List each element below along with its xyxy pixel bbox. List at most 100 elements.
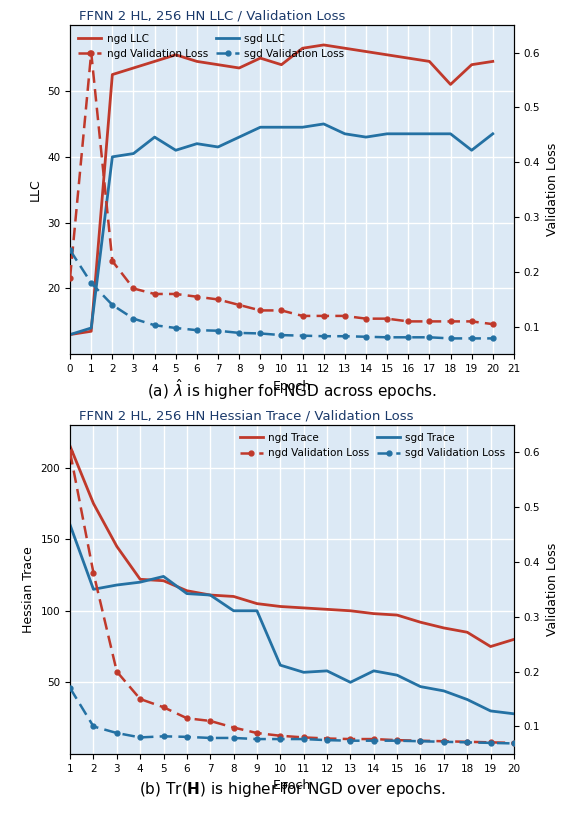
sgd LLC [130, 149, 137, 159]
ngd Validation Loss [230, 722, 237, 732]
sgd Validation Loss [324, 735, 331, 745]
ngd Validation Loss [370, 734, 377, 744]
sgd Trace [464, 695, 471, 705]
sgd Validation Loss [447, 333, 454, 344]
sgd Trace [160, 571, 167, 581]
ngd Trace [370, 609, 377, 619]
ngd Trace [67, 441, 74, 451]
sgd LLC [236, 132, 243, 142]
ngd LLC [468, 60, 475, 70]
ngd LLC [405, 53, 412, 63]
sgd LLC [151, 132, 158, 142]
ngd Trace [324, 604, 331, 614]
ngd LLC [278, 60, 285, 70]
sgd LLC [278, 122, 285, 132]
Text: (a) $\hat{\lambda}$ is higher for NGD across epochs.: (a) $\hat{\lambda}$ is higher for NGD ac… [147, 377, 437, 402]
sgd Trace [324, 666, 331, 676]
sgd Validation Loss [230, 733, 237, 743]
sgd Validation Loss [214, 326, 221, 336]
ngd LLC [341, 43, 348, 53]
sgd Trace [230, 606, 237, 616]
ngd Validation Loss [426, 317, 433, 327]
ngd Validation Loss [172, 289, 179, 299]
ngd Validation Loss [160, 702, 167, 712]
sgd Validation Loss [394, 736, 401, 746]
ngd LLC [257, 53, 264, 63]
sgd Validation Loss [90, 722, 97, 732]
ngd Validation Loss [253, 728, 260, 738]
sgd Trace [300, 667, 307, 677]
ngd Trace [300, 603, 307, 613]
sgd Validation Loss [487, 738, 494, 748]
sgd LLC [214, 142, 221, 152]
sgd Validation Loss [464, 738, 471, 748]
sgd Validation Loss [130, 313, 137, 323]
Line: ngd LLC: ngd LLC [70, 45, 493, 334]
ngd Validation Loss [487, 738, 494, 748]
ngd Trace [440, 623, 447, 633]
sgd Validation Loss [257, 328, 264, 339]
ngd Trace [510, 634, 517, 644]
sgd LLC [468, 145, 475, 155]
ngd Trace [487, 642, 494, 652]
sgd Trace [207, 590, 214, 600]
ngd Validation Loss [193, 291, 200, 302]
ngd Trace [253, 599, 260, 609]
ngd Validation Loss [440, 736, 447, 746]
ngd Validation Loss [88, 48, 95, 58]
Y-axis label: LLC: LLC [29, 178, 41, 201]
ngd LLC [447, 80, 454, 90]
ngd Validation Loss [214, 294, 221, 304]
sgd Validation Loss [88, 278, 95, 288]
ngd Validation Loss [236, 300, 243, 310]
ngd Trace [394, 610, 401, 620]
ngd Validation Loss [207, 716, 214, 726]
sgd LLC [405, 129, 412, 139]
sgd Validation Loss [67, 245, 74, 255]
ngd LLC [489, 56, 496, 66]
ngd Trace [417, 617, 424, 627]
sgd Trace [370, 666, 377, 676]
Line: sgd Validation Loss: sgd Validation Loss [68, 685, 516, 746]
sgd Trace [394, 670, 401, 680]
ngd Validation Loss [417, 736, 424, 746]
ngd LLC [363, 46, 370, 56]
ngd Validation Loss [137, 694, 144, 704]
Text: FFNN 2 HL, 256 HN Hessian Trace / Validation Loss: FFNN 2 HL, 256 HN Hessian Trace / Valida… [79, 409, 413, 423]
ngd Validation Loss [394, 735, 401, 745]
sgd Validation Loss [468, 333, 475, 344]
sgd Validation Loss [405, 333, 412, 343]
ngd LLC [193, 56, 200, 66]
ngd Validation Loss [341, 311, 348, 321]
ngd LLC [214, 60, 221, 70]
ngd Validation Loss [67, 272, 74, 282]
sgd Trace [67, 520, 74, 530]
ngd Trace [464, 627, 471, 638]
sgd Validation Loss [137, 732, 144, 743]
Line: ngd Validation Loss: ngd Validation Loss [68, 50, 495, 327]
ngd Trace [277, 601, 284, 612]
Line: ngd Validation Loss: ngd Validation Loss [68, 449, 516, 745]
sgd Validation Loss [347, 736, 354, 746]
sgd LLC [341, 129, 348, 139]
sgd Trace [113, 580, 120, 590]
sgd Validation Loss [417, 736, 424, 746]
sgd Trace [347, 677, 354, 687]
sgd Validation Loss [426, 333, 433, 343]
Line: sgd Trace: sgd Trace [70, 525, 514, 714]
sgd LLC [257, 122, 264, 132]
sgd LLC [88, 323, 95, 333]
ngd LLC [384, 50, 391, 60]
sgd Validation Loss [160, 732, 167, 742]
sgd Trace [440, 686, 447, 696]
ngd Validation Loss [257, 306, 264, 316]
ngd Validation Loss [278, 306, 285, 316]
ngd Validation Loss [324, 733, 331, 743]
sgd Validation Loss [253, 734, 260, 744]
ngd LLC [109, 70, 116, 80]
ngd Validation Loss [510, 738, 517, 748]
sgd Validation Loss [113, 728, 120, 738]
sgd Validation Loss [440, 737, 447, 747]
ngd Validation Loss [384, 313, 391, 323]
sgd Validation Loss [236, 328, 243, 338]
